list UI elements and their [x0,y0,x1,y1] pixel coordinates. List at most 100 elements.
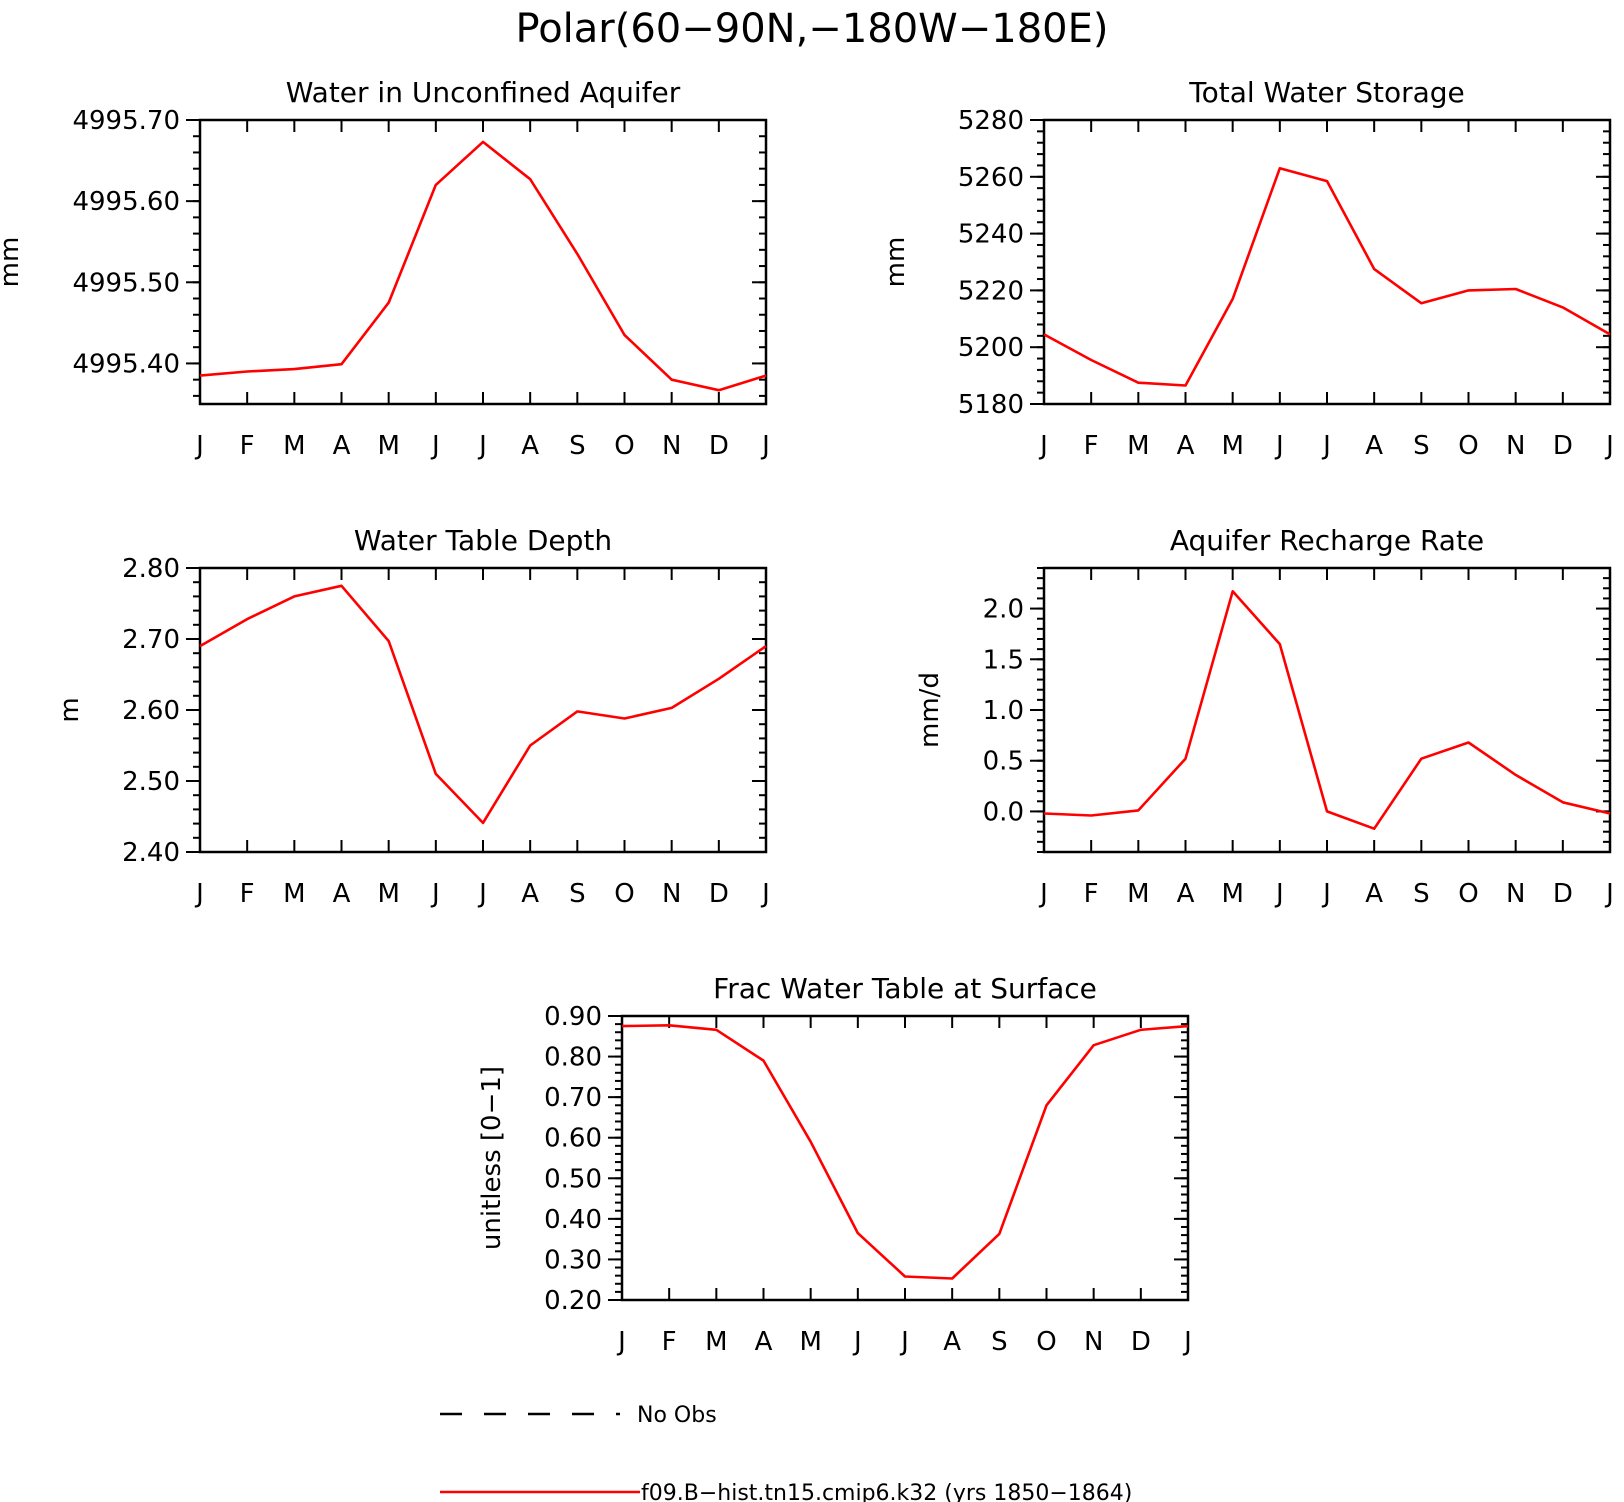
y-tick-label: 4995.50 [72,268,180,298]
x-tick-label: A [333,431,351,461]
plot-frame [198,566,768,854]
x-tick-label: M [1221,431,1243,461]
x-tick-label: M [283,879,305,909]
x-tick-label: M [377,879,399,909]
x-tick-label: M [705,1327,727,1357]
x-tick-label: J [760,879,770,909]
y-tick-label: 0.0 [983,797,1024,827]
y-tick-label: 2.80 [122,554,180,584]
series-line [199,584,767,825]
x-tick-label: J [1038,879,1048,909]
x-tick-label: J [1321,879,1331,909]
x-tick-label: A [1365,431,1383,461]
x-tick-label: J [760,431,770,461]
x-tick-label: A [1177,879,1195,909]
y-axis-label: mm [0,237,25,288]
legend: No Obs f09.B−hist.tn15.cmip6.k32 (yrs 18… [440,1403,1132,1502]
x-tick-label: N [662,879,681,909]
legend-model-label: f09.B−hist.tn15.cmip6.k32 (yrs 1850−1864… [641,1481,1132,1502]
y-tick-label: 5240 [958,220,1024,250]
y-tick-label: 0.60 [544,1124,602,1154]
x-tick-label: O [1036,1327,1056,1357]
x-tick-label: J [852,1327,862,1357]
x-tick-label: O [614,879,634,909]
y-tick-label: 2.40 [122,838,180,868]
y-axis-label: unitless [0−1] [477,1066,507,1250]
plot-frame [1042,118,1612,406]
series-line [1043,167,1611,387]
y-tick-label: 4995.40 [72,349,180,379]
y-axis-label: mm [881,237,911,288]
x-tick-label: F [240,431,255,461]
x-tick-label: D [1131,1327,1151,1357]
x-tick-label: S [991,1327,1008,1357]
panel-title: Aquifer Recharge Rate [1170,524,1484,557]
series-line [199,140,767,392]
x-tick-label: D [709,431,729,461]
x-tick-label: D [1553,879,1573,909]
x-tick-label: J [1274,431,1284,461]
y-tick-label: 1.0 [983,696,1024,726]
x-tick-label: J [1274,879,1284,909]
x-tick-label: J [616,1327,626,1357]
y-tick-label: 4995.70 [72,106,180,136]
y-tick-label: 4995.60 [72,187,180,217]
x-tick-label: J [430,879,440,909]
x-tick-label: S [569,879,586,909]
x-tick-label: J [1182,1327,1192,1357]
panel-title: Frac Water Table at Surface [713,972,1097,1005]
y-tick-label: 0.80 [544,1043,602,1073]
x-tick-label: M [377,431,399,461]
panel-title: Total Water Storage [1188,76,1465,109]
x-tick-label: F [1084,879,1099,909]
panel-title: Water Table Depth [354,524,612,557]
y-axis-label: mm/d [915,672,945,748]
figure-title: Polar(60−90N,−180W−180E) [516,6,1109,52]
legend-no-obs-label: No Obs [637,1403,717,1428]
panel-title: Water in Unconfined Aquifer [286,76,681,109]
x-tick-label: J [477,879,487,909]
x-tick-label: S [1413,879,1430,909]
x-tick-label: M [1127,879,1149,909]
x-tick-label: F [1084,431,1099,461]
x-tick-label: A [943,1327,961,1357]
y-tick-label: 5200 [958,333,1024,363]
x-tick-label: O [1458,431,1478,461]
x-tick-label: N [662,431,681,461]
x-tick-label: J [194,879,204,909]
x-tick-label: M [283,431,305,461]
series-line [621,1024,1189,1280]
y-tick-label: 1.5 [983,645,1024,675]
x-tick-label: J [430,431,440,461]
x-tick-label: A [521,879,539,909]
y-tick-label: 0.20 [544,1286,602,1316]
y-tick-label: 2.60 [122,696,180,726]
x-tick-label: S [569,431,586,461]
y-tick-label: 0.30 [544,1245,602,1275]
x-tick-label: M [1221,879,1243,909]
y-tick-label: 2.70 [122,625,180,655]
y-tick-label: 0.70 [544,1083,602,1113]
y-tick-label: 0.40 [544,1205,602,1235]
series-line [1043,589,1611,831]
x-tick-label: J [899,1327,909,1357]
y-tick-label: 5180 [958,390,1024,420]
x-tick-label: J [477,431,487,461]
y-tick-label: 0.50 [544,1164,602,1194]
x-tick-label: M [1127,431,1149,461]
x-tick-label: A [333,879,351,909]
x-tick-label: D [1553,431,1573,461]
x-tick-label: M [799,1327,821,1357]
plot-frame [198,118,768,406]
x-tick-label: N [1506,879,1525,909]
y-tick-label: 0.5 [983,747,1024,777]
x-tick-label: O [614,431,634,461]
x-tick-label: A [755,1327,773,1357]
plot-frame [620,1014,1190,1302]
x-tick-label: J [194,431,204,461]
y-tick-label: 5280 [958,106,1024,136]
x-tick-label: F [240,879,255,909]
